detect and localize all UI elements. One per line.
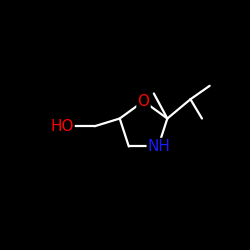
Text: O: O: [138, 94, 149, 109]
Text: NH: NH: [148, 139, 171, 154]
Text: HO: HO: [50, 119, 74, 134]
